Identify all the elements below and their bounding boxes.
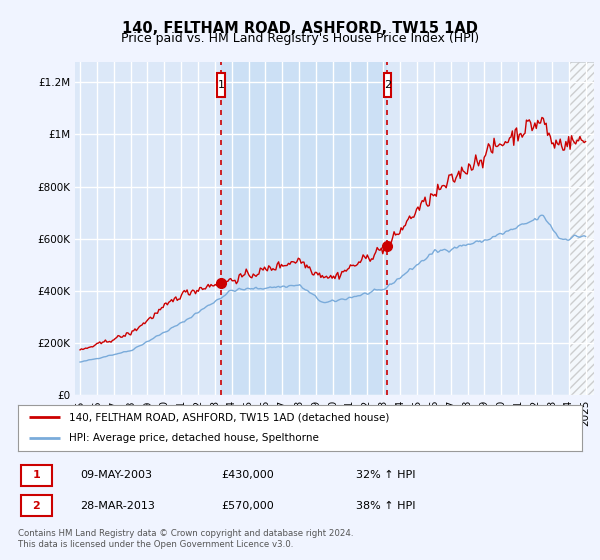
Text: 140, FELTHAM ROAD, ASHFORD, TW15 1AD: 140, FELTHAM ROAD, ASHFORD, TW15 1AD (122, 21, 478, 36)
Text: 28-MAR-2013: 28-MAR-2013 (80, 501, 155, 511)
Bar (21, 495, 52, 516)
Bar (569, 62, 594, 395)
Bar (21, 465, 52, 486)
Text: 2: 2 (32, 501, 40, 511)
Text: 38% ↑ HPI: 38% ↑ HPI (356, 501, 416, 511)
Text: 140, FELTHAM ROAD, ASHFORD, TW15 1AD (detached house): 140, FELTHAM ROAD, ASHFORD, TW15 1AD (de… (69, 412, 389, 422)
Text: Price paid vs. HM Land Registry's House Price Index (HPI): Price paid vs. HM Land Registry's House … (121, 32, 479, 45)
Text: 09-MAY-2003: 09-MAY-2003 (80, 470, 152, 480)
FancyBboxPatch shape (383, 73, 391, 96)
Text: £570,000: £570,000 (221, 501, 274, 511)
Text: 2: 2 (384, 80, 391, 90)
FancyBboxPatch shape (217, 73, 225, 96)
Text: 32% ↑ HPI: 32% ↑ HPI (356, 470, 416, 480)
Text: 1: 1 (32, 470, 40, 480)
Text: Contains HM Land Registry data © Crown copyright and database right 2024.
This d: Contains HM Land Registry data © Crown c… (18, 529, 353, 549)
Text: £430,000: £430,000 (221, 470, 274, 480)
Text: HPI: Average price, detached house, Spelthorne: HPI: Average price, detached house, Spel… (69, 433, 319, 444)
Bar (221, 62, 388, 395)
Text: 1: 1 (217, 80, 224, 90)
